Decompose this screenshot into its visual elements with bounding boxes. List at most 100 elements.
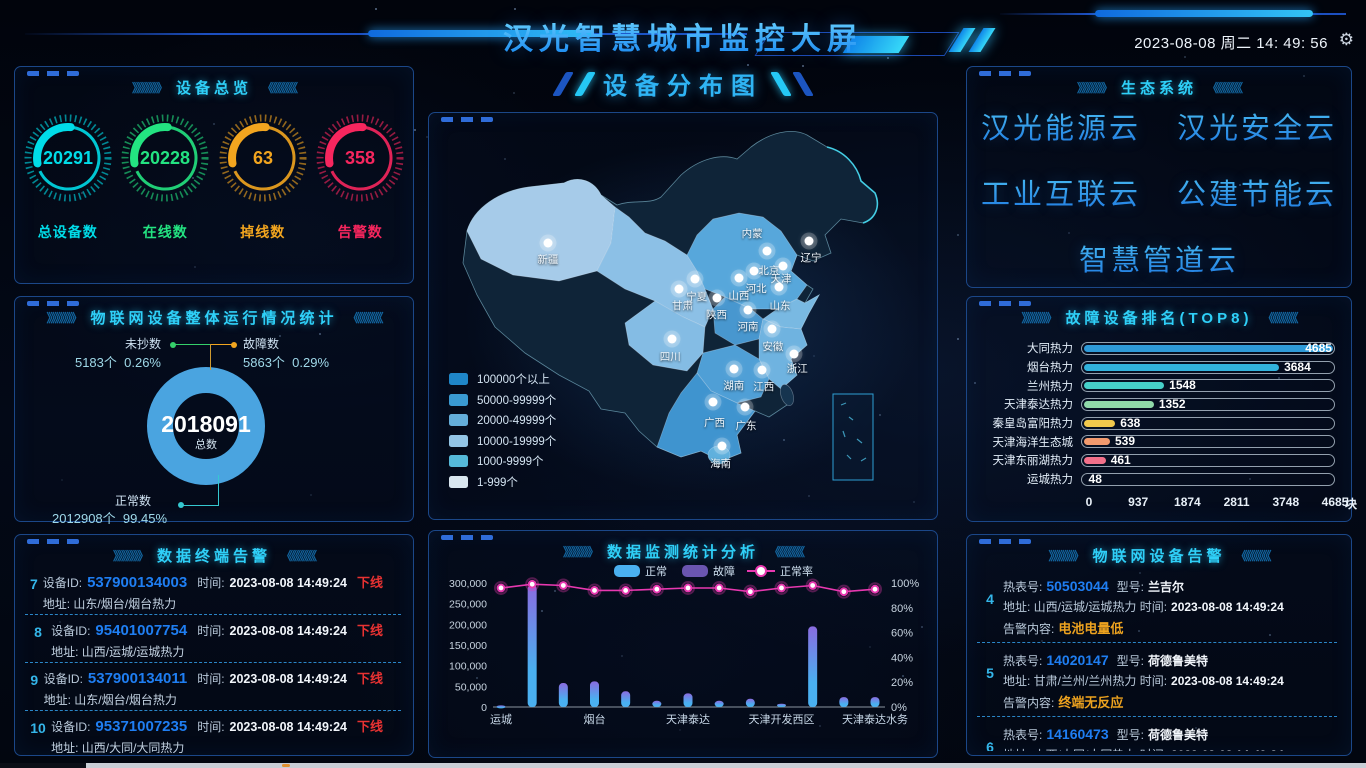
- normal-dot: [178, 502, 184, 508]
- device-gauge: 20228 在线数: [118, 111, 212, 242]
- province-marker-山东[interactable]: [775, 283, 784, 292]
- corner-dashes: [27, 539, 79, 544]
- device-gauge: 358 告警数: [313, 111, 407, 242]
- time-value: 2023-08-08 14:49:24: [1171, 674, 1284, 688]
- gauge-label: 掉线数: [216, 222, 310, 242]
- monitor-bar: [652, 701, 661, 707]
- model-value: 荷德鲁美特: [1148, 654, 1208, 668]
- province-marker-甘肃[interactable]: [675, 285, 684, 294]
- addr-value: 山西/运城/运城热力: [1034, 600, 1140, 614]
- province-marker-广西[interactable]: [709, 398, 718, 407]
- device-id-value: 95401007754: [95, 622, 187, 639]
- top8-axis-tick: 937: [1128, 495, 1148, 509]
- monitor-rate-point: [591, 587, 598, 594]
- legend-swatch: [449, 455, 468, 467]
- monitor-bar: [621, 691, 630, 707]
- fault-label: 故障数: [243, 335, 279, 352]
- iot-alert-list: 4 热表号: 50503044 型号: 兰吉尔 地址: 山西/运城/运城热力 时间: 202…: [977, 569, 1337, 751]
- top8-value: 4685: [1305, 341, 1332, 355]
- province-marker-浙江[interactable]: [790, 349, 799, 358]
- taskbar-sliver[interactable]: [0, 763, 1366, 768]
- top8-value: 1548: [1169, 378, 1196, 392]
- chevrons-left-icon: 《《《《《《《: [281, 547, 315, 564]
- addr-value: 山西/运城/运城热力: [82, 645, 185, 659]
- ecosystem-link-汉光安全云[interactable]: 汉光安全云: [1177, 105, 1337, 147]
- fault-top8-chart: 大同热力 4685 烟台热力 3684 兰州热力 1548 天津泰达热力 1352 秦皇岛富阳热…: [981, 339, 1335, 489]
- legend-label: 50000-99999个: [477, 392, 556, 408]
- row-line2: 地址: 山东/烟台/烟台热力: [44, 691, 401, 708]
- province-marker-广东[interactable]: [740, 403, 749, 412]
- legend-item: 100000个以上: [449, 371, 556, 387]
- svg-text:故障: 故障: [713, 564, 735, 578]
- province-marker-天津[interactable]: [778, 262, 787, 271]
- province-label: 内蒙: [742, 226, 763, 241]
- time-label: 时间:: [197, 670, 224, 687]
- province-marker-新疆[interactable]: [543, 238, 552, 247]
- svg-text:60%: 60%: [891, 628, 913, 640]
- row-line3: 告警内容: 电池电量低: [1003, 618, 1337, 637]
- gauge-ring: 63: [216, 111, 310, 205]
- legend-item: 20000-49999个: [449, 412, 556, 428]
- province-marker-河南[interactable]: [744, 305, 753, 314]
- top8-bar: [1084, 345, 1333, 352]
- time-value: 2023-08-08 14:49:24: [230, 720, 347, 734]
- ecosystem-link-智慧管道云[interactable]: 智慧管道云: [1079, 237, 1239, 279]
- row-index: 8: [25, 620, 51, 660]
- svg-text:天津泰达: 天津泰达: [666, 712, 710, 726]
- iot-alert-row: 4 热表号: 50503044 型号: 兰吉尔 地址: 山西/运城/运城热力 时间: 202…: [977, 569, 1337, 643]
- monitor-rate-point: [653, 586, 660, 593]
- province-marker-陕西[interactable]: [712, 294, 721, 303]
- device-gauge: 20291 总设备数: [21, 111, 115, 242]
- legend-label: 1-999个: [477, 474, 518, 490]
- province-marker-辽宁[interactable]: [805, 237, 814, 246]
- top8-bar: [1084, 382, 1164, 389]
- chevrons-right-icon: 》》》》》》》: [563, 543, 597, 560]
- model-label: 型号:: [1117, 654, 1144, 668]
- terminal-alert-row: 7 设备ID: 537900134003 时间: 2023-08-08 14:49:24…: [25, 567, 401, 615]
- panel-terminal-alerts: 》》》》》》》 数据终端告警 《《《《《《《 7 设备ID: 53790013400…: [14, 534, 414, 756]
- addr-label: 地址:: [43, 597, 74, 611]
- ecosystem-link-汉光能源云[interactable]: 汉光能源云: [981, 105, 1141, 147]
- province-marker-宁夏[interactable]: [690, 275, 699, 284]
- terminal-alert-row: 8 设备ID: 95401007754 时间: 2023-08-08 14:49:24 下…: [25, 615, 401, 663]
- row-index: 5: [977, 649, 1003, 711]
- province-marker-北京[interactable]: [762, 247, 771, 256]
- panel-title: 物联网设备整体运行情况统计: [90, 307, 337, 328]
- top8-label: 运城热力: [981, 471, 1081, 487]
- ecosystem-link-工业互联云[interactable]: 工业互联云: [981, 171, 1141, 213]
- row-body: 热表号:14160473 型号:荷德鲁美特地址: 山西/大同/大同热力 时间: 20…: [1003, 723, 1337, 751]
- top8-value: 539: [1115, 434, 1135, 448]
- ecosystem-link-公建节能云[interactable]: 公建节能云: [1177, 171, 1337, 213]
- panel-title: 设备总览: [176, 77, 252, 98]
- row-body: 设备ID: 95401007754 时间: 2023-08-08 14:49:24 下线…: [51, 620, 401, 660]
- time-value: 2023-08-08 14:49:24: [230, 576, 347, 590]
- monitor-chart: 正常 故障 正常率300,000250,000200,000150,000100,0…: [429, 559, 939, 757]
- top8-row: 兰州热力 1548: [981, 376, 1335, 395]
- content-label: 告警内容:: [1003, 696, 1054, 710]
- gear-icon[interactable]: ⚙: [1339, 30, 1354, 50]
- province-marker-四川[interactable]: [668, 334, 677, 343]
- top8-label: 烟台热力: [981, 359, 1081, 375]
- unread-label: 未抄数: [125, 335, 161, 352]
- corner-dashes: [979, 539, 1031, 544]
- province-marker-江西[interactable]: [757, 365, 766, 374]
- province-marker-海南[interactable]: [717, 441, 726, 450]
- province-label: 广东: [735, 418, 756, 433]
- top8-bar: [1084, 438, 1110, 445]
- province-marker-河北[interactable]: [750, 267, 759, 276]
- province-marker-安徽[interactable]: [767, 324, 776, 333]
- unread-value: 5183个 0.26%: [75, 352, 161, 371]
- top8-track: 539: [1081, 435, 1335, 448]
- panel-title: 生态系统: [1121, 77, 1197, 98]
- svg-text:80%: 80%: [891, 603, 913, 615]
- device-id-label: 设备ID:: [43, 574, 82, 591]
- terminal-alert-row: 10 设备ID: 95371007235 时间: 2023-08-08 14:49:24…: [25, 711, 401, 753]
- top8-track: 1548: [1081, 379, 1335, 392]
- device-gauge: 63 掉线数: [216, 111, 310, 242]
- province-marker-山西[interactable]: [734, 274, 743, 283]
- row-line3: 告警内容: 终端无反应: [1003, 692, 1337, 711]
- svg-text:358: 358: [345, 148, 375, 168]
- monitor-rate-point: [716, 585, 723, 592]
- chevrons-right-icon: 》》》》》》》: [1048, 547, 1082, 564]
- province-marker-湖南[interactable]: [729, 364, 738, 373]
